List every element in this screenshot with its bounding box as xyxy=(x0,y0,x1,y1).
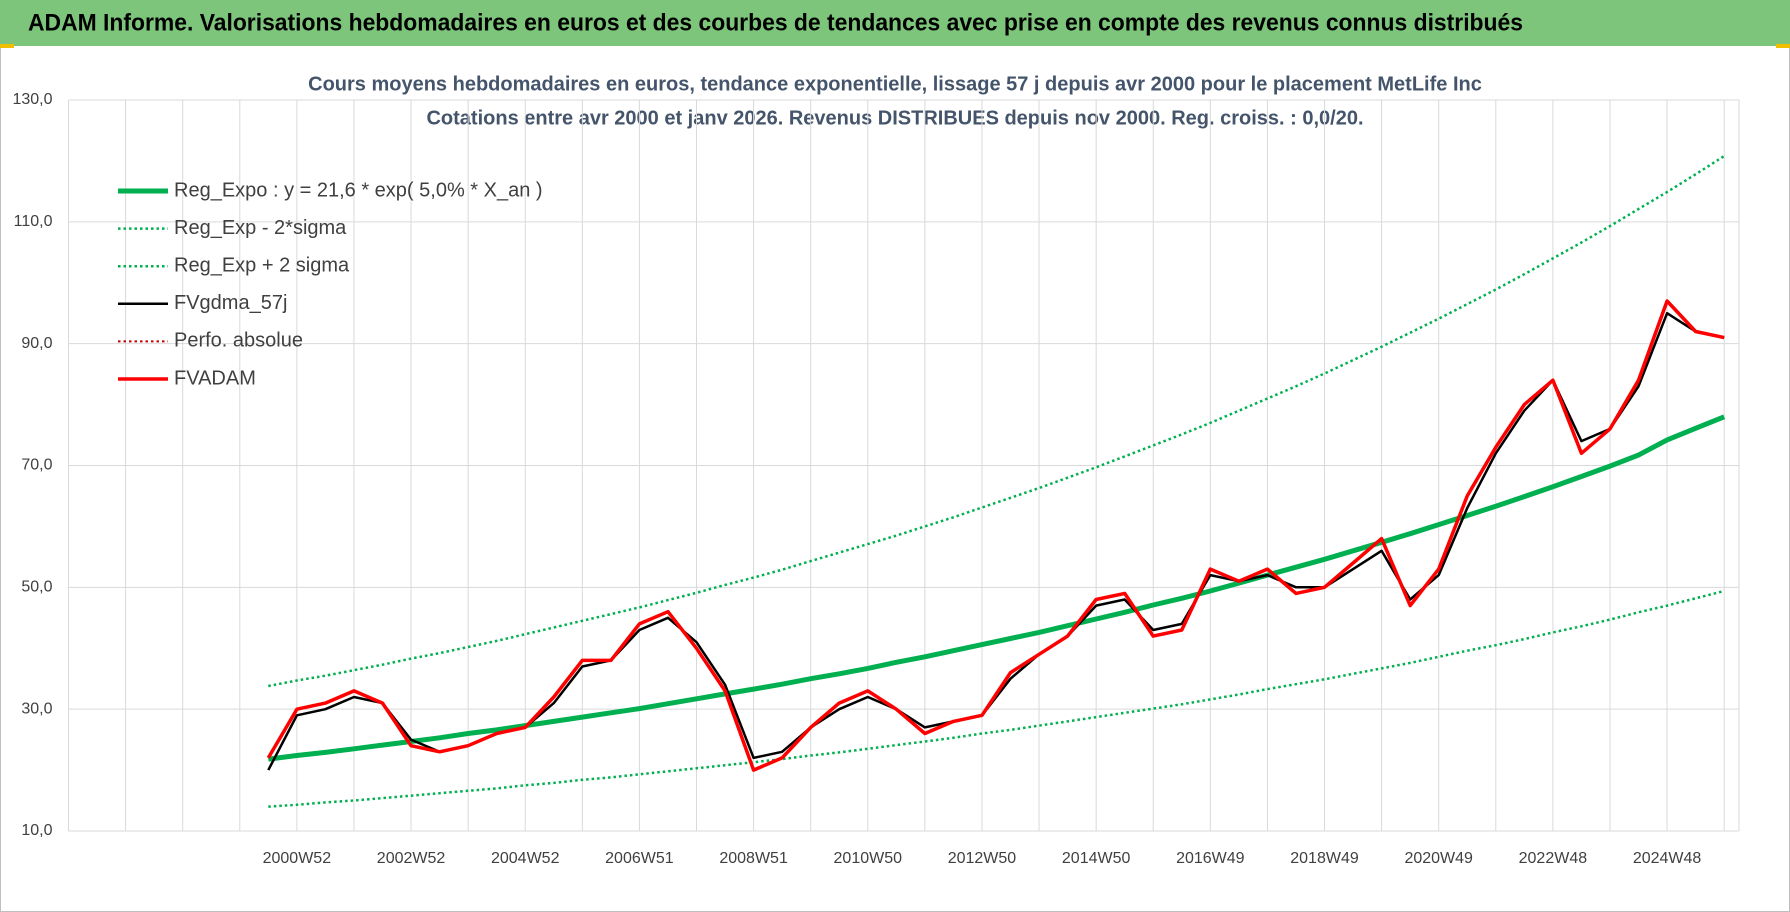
plot-lines xyxy=(266,154,1726,808)
x-tick-label: 2022W48 xyxy=(1519,850,1588,867)
x-tick-label: 2016W49 xyxy=(1176,850,1245,867)
corner-mark xyxy=(0,44,14,48)
y-tick-label: 110,0 xyxy=(14,213,53,230)
legend-label: Perfo. absolue xyxy=(174,330,303,352)
legend-label: FVgdma_57j xyxy=(174,292,287,314)
y-tick-label: 130,0 xyxy=(12,91,52,108)
header-bar xyxy=(0,0,1790,46)
legend-label: Reg_Exp - 2*sigma xyxy=(174,217,347,239)
y-tick-label: 50,0 xyxy=(21,579,52,596)
y-tick-label: 10,0 xyxy=(21,822,52,839)
legend-label: Reg_Exp + 2 sigma xyxy=(174,254,350,276)
corner-mark xyxy=(1776,44,1790,48)
x-tick-label: 2006W51 xyxy=(605,850,674,867)
series-line xyxy=(266,299,1725,772)
x-tick-label: 2010W50 xyxy=(834,850,903,867)
legend-label: Reg_Expo : y = 21,6 * exp( 5,0% * X_an ) xyxy=(174,179,543,201)
x-tick-label: 2014W50 xyxy=(1062,850,1131,867)
x-tick-label: 2008W51 xyxy=(719,850,788,867)
series-line xyxy=(267,414,1726,762)
x-tick-label: 2012W50 xyxy=(948,850,1017,867)
y-tick-label: 90,0 xyxy=(21,335,52,352)
chart-title: Cours moyens hebdomadaires en euros, ten… xyxy=(308,73,1482,95)
legend: Reg_Expo : y = 21,6 * exp( 5,0% * X_an )… xyxy=(118,179,543,389)
x-tick-label: 2000W52 xyxy=(263,850,332,867)
y-tick-label: 30,0 xyxy=(21,700,52,717)
x-tick-label: 2004W52 xyxy=(491,850,560,867)
header-title: ADAM Informe. Valorisations hebdomadaire… xyxy=(28,9,1523,36)
x-tick-label: 2002W52 xyxy=(377,850,446,867)
chart-subtitle: Cotations entre avr 2000 et janv 2026. R… xyxy=(426,107,1363,129)
x-tick-label: 2018W49 xyxy=(1290,850,1359,867)
legend-label: FVADAM xyxy=(174,367,256,389)
y-tick-label: 70,0 xyxy=(21,457,52,474)
series-line xyxy=(268,589,1725,808)
x-tick-label: 2024W48 xyxy=(1633,850,1702,867)
x-tick-label: 2020W49 xyxy=(1404,850,1473,867)
